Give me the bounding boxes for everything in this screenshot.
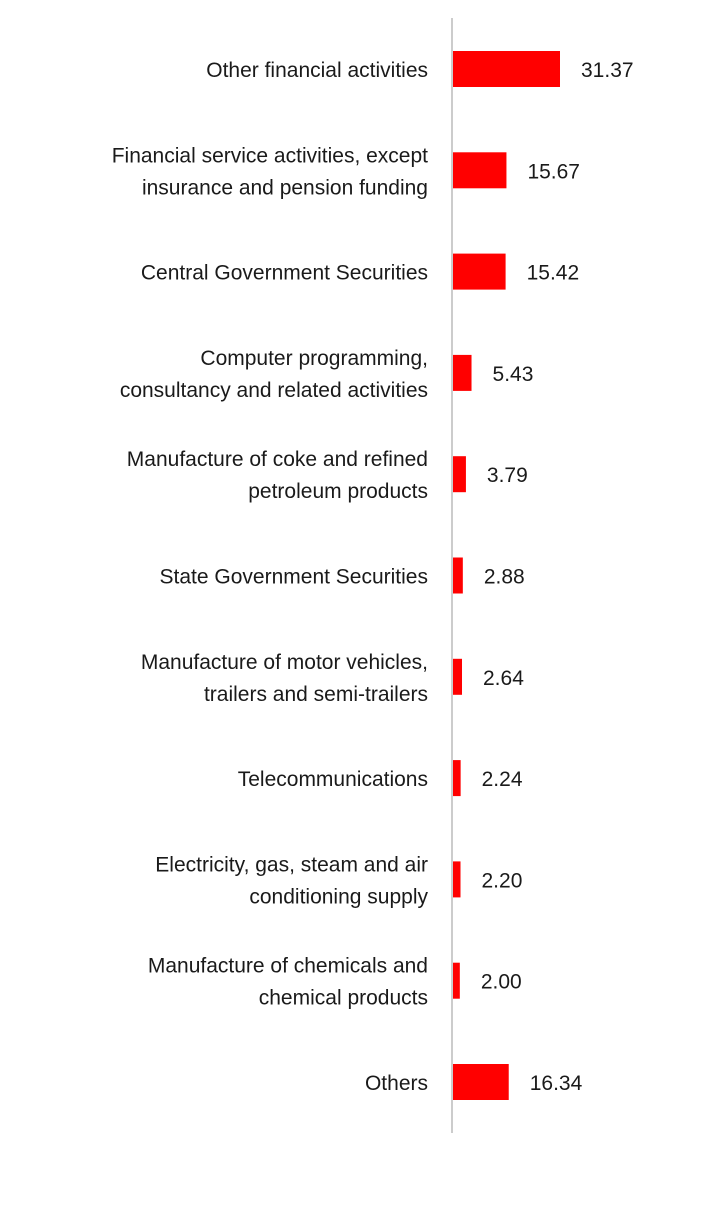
category-tick-label: Central Government Securities — [141, 262, 428, 285]
bar — [453, 557, 463, 594]
bars-group — [453, 51, 560, 1100]
category-tick-label: Manufacture of coke and refined — [127, 448, 428, 471]
category-tick-label: Computer programming, — [200, 347, 428, 370]
data-label: 2.64 — [483, 667, 524, 690]
category-labels-group: Other financial activities Financial serv… — [112, 59, 429, 1095]
data-label: 2.20 — [482, 869, 523, 892]
data-label: 2.88 — [484, 566, 525, 589]
data-label: 2.00 — [481, 971, 522, 994]
category-tick-label: Manufacture of chemicals and — [148, 955, 428, 978]
bar — [453, 51, 560, 87]
data-label: 15.42 — [527, 262, 580, 285]
bar — [453, 456, 466, 493]
category-tick-label: trailers and semi-trailers — [204, 683, 428, 706]
data-label: 5.43 — [493, 363, 534, 386]
data-label: 16.34 — [530, 1072, 583, 1095]
category-tick-label: State Government Securities — [160, 566, 428, 589]
category-tick-label: conditioning supply — [249, 885, 428, 908]
data-label: 3.79 — [487, 464, 528, 487]
category-tick-label: petroleum products — [248, 480, 428, 503]
bar — [453, 861, 461, 898]
data-label: 31.37 — [581, 59, 634, 82]
data-label: 2.24 — [482, 768, 523, 791]
category-tick-label: Other financial activities — [206, 59, 428, 82]
bar — [453, 253, 506, 290]
data-label: 15.67 — [527, 160, 580, 183]
category-tick-label: insurance and pension funding — [142, 176, 428, 199]
category-tick-label: Others — [365, 1072, 428, 1095]
value-labels-group: 31.37 15.67 15.42 5.43 3.79 2.88 2.64 2.24 2.20 2… — [481, 59, 634, 1095]
category-tick-label: consultancy and related activities — [120, 379, 428, 402]
category-tick-label: Financial service activities, except — [112, 144, 428, 167]
bar — [453, 354, 472, 391]
category-tick-label: Telecommunications — [238, 768, 428, 791]
bar — [453, 658, 463, 695]
bar — [453, 760, 461, 797]
category-tick-label: chemical products — [259, 987, 428, 1010]
bar — [453, 1064, 509, 1100]
category-tick-label: Electricity, gas, steam and air — [155, 853, 428, 876]
category-tick-label: Manufacture of motor vehicles, — [141, 651, 428, 674]
bar — [453, 152, 507, 189]
bar — [453, 962, 460, 999]
